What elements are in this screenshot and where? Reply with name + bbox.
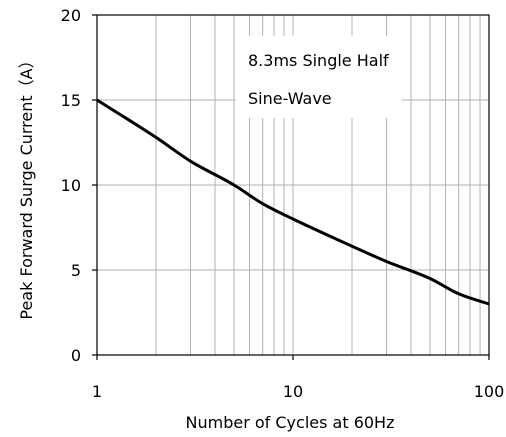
plot-frame — [96, 14, 490, 356]
y-tick-label: 15 — [61, 91, 81, 110]
annotation-background — [236, 36, 402, 118]
x-tick-label: 10 — [283, 382, 303, 401]
y-tick-labels: 0 5 10 15 20 — [61, 6, 81, 365]
y-tick-label: 20 — [61, 6, 81, 25]
tick-marks — [92, 14, 490, 360]
series-line — [96, 98, 490, 306]
plot-border — [96, 14, 490, 356]
y-tick-label: 5 — [71, 261, 81, 280]
y-tick-label: 0 — [71, 346, 81, 365]
y-axis-label: Peak Forward Surge Current（A） — [17, 52, 36, 319]
x-tick-labels: 1 10 100 — [92, 382, 504, 401]
x-tick-label: 1 — [92, 382, 102, 401]
annotation-line-1: 8.3ms Single Half — [248, 51, 389, 70]
x-tick-label: 100 — [474, 382, 505, 401]
annotation-line-2: Sine-Wave — [248, 89, 332, 108]
x-axis-label: Number of Cycles at 60Hz — [186, 413, 395, 432]
y-tick-label: 10 — [61, 176, 81, 195]
